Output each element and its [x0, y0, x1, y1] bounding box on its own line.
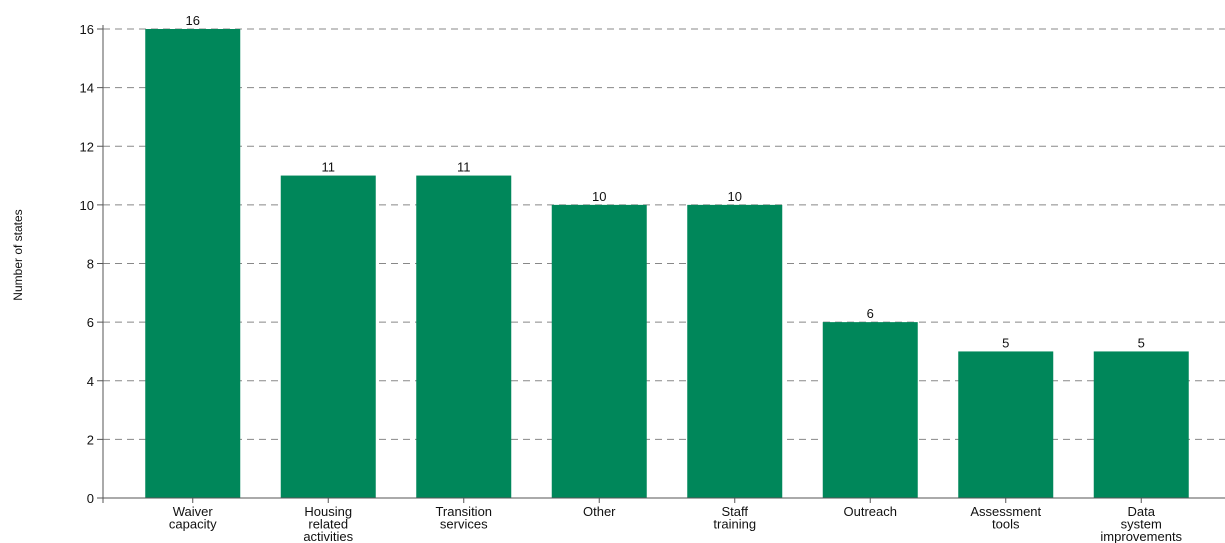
bar: [551, 204, 647, 498]
bar: [822, 322, 918, 498]
bar: [687, 204, 783, 498]
bars: [145, 29, 1189, 498]
data-label: 10: [592, 189, 606, 204]
y-tick-label: 14: [80, 81, 94, 96]
data-label: 16: [186, 13, 200, 28]
x-tick-label: Waiver capacity: [169, 504, 217, 532]
bar: [958, 351, 1054, 498]
bar: [280, 175, 376, 498]
x-tick-label: Data system improvements: [1100, 504, 1182, 543]
x-tick-label: Outreach: [844, 504, 897, 519]
data-label: 6: [867, 306, 874, 321]
y-tick-label: 0: [87, 491, 94, 506]
gridlines: [103, 28, 1225, 440]
x-tick-label: Staff training: [713, 504, 756, 532]
y-tick-label: 12: [80, 139, 94, 154]
y-axis-ticks: 0 2 4 6 8 10 12 14 16: [80, 22, 103, 506]
y-tick-label: 10: [80, 198, 94, 213]
data-label: 11: [322, 160, 336, 175]
y-tick-label: 4: [87, 374, 94, 389]
bar: [145, 29, 241, 498]
y-tick-label: 16: [80, 22, 94, 37]
y-axis-title: Number of states: [11, 209, 25, 300]
x-tick-label: Other: [583, 504, 616, 519]
x-tick-label: Housing related activities: [303, 504, 353, 543]
y-tick-label: 6: [87, 315, 94, 330]
y-tick-label: 8: [87, 257, 94, 272]
data-label: 10: [728, 189, 742, 204]
data-label: 5: [1002, 335, 1009, 350]
x-tick-label: Transition services: [435, 504, 492, 532]
category-labels: Waiver capacity Housing related activities Tr…: [169, 504, 1183, 543]
x-tick-label: Assessment tools: [970, 504, 1041, 532]
data-labels: 16 11 11 10 10 6 5 5: [186, 13, 1145, 350]
bar: [1093, 351, 1189, 498]
y-tick-label: 2: [87, 432, 94, 447]
data-label: 11: [457, 160, 471, 175]
bar: [416, 175, 512, 498]
data-label: 5: [1138, 335, 1145, 350]
